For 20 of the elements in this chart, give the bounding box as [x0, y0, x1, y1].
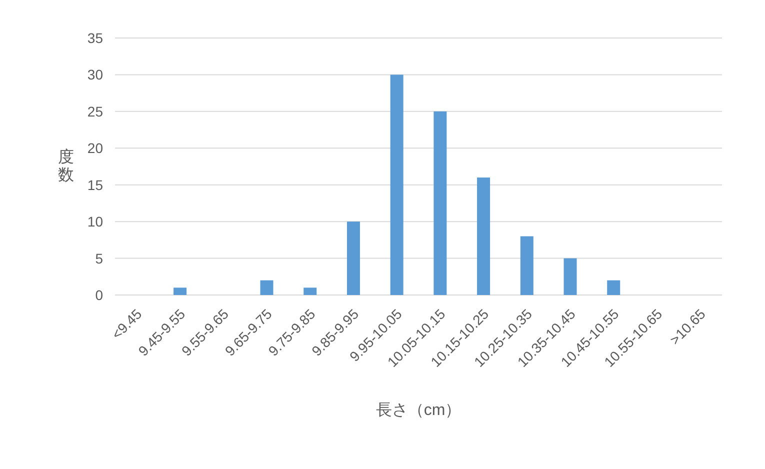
bar [260, 280, 274, 295]
y-tick-label: 30 [87, 66, 104, 83]
bar [174, 288, 187, 295]
bar [304, 288, 317, 295]
bar [477, 178, 490, 295]
y-tick-label: 0 [95, 287, 104, 303]
bar [607, 280, 620, 295]
y-tick-label: 10 [87, 214, 104, 230]
bar [346, 222, 360, 295]
y-tick-label: 25 [87, 103, 104, 120]
y-tick-label: 20 [87, 140, 104, 156]
bar [520, 236, 534, 295]
bar [434, 111, 447, 295]
y-axis-title: 度数 [58, 148, 74, 184]
x-axis-title: 長さ（cm） [376, 402, 462, 419]
y-tick-label: 15 [87, 176, 104, 193]
y-tick-label: 35 [87, 30, 104, 46]
bar [390, 74, 404, 295]
bar [564, 258, 577, 295]
y-tick-label: 5 [95, 250, 104, 266]
